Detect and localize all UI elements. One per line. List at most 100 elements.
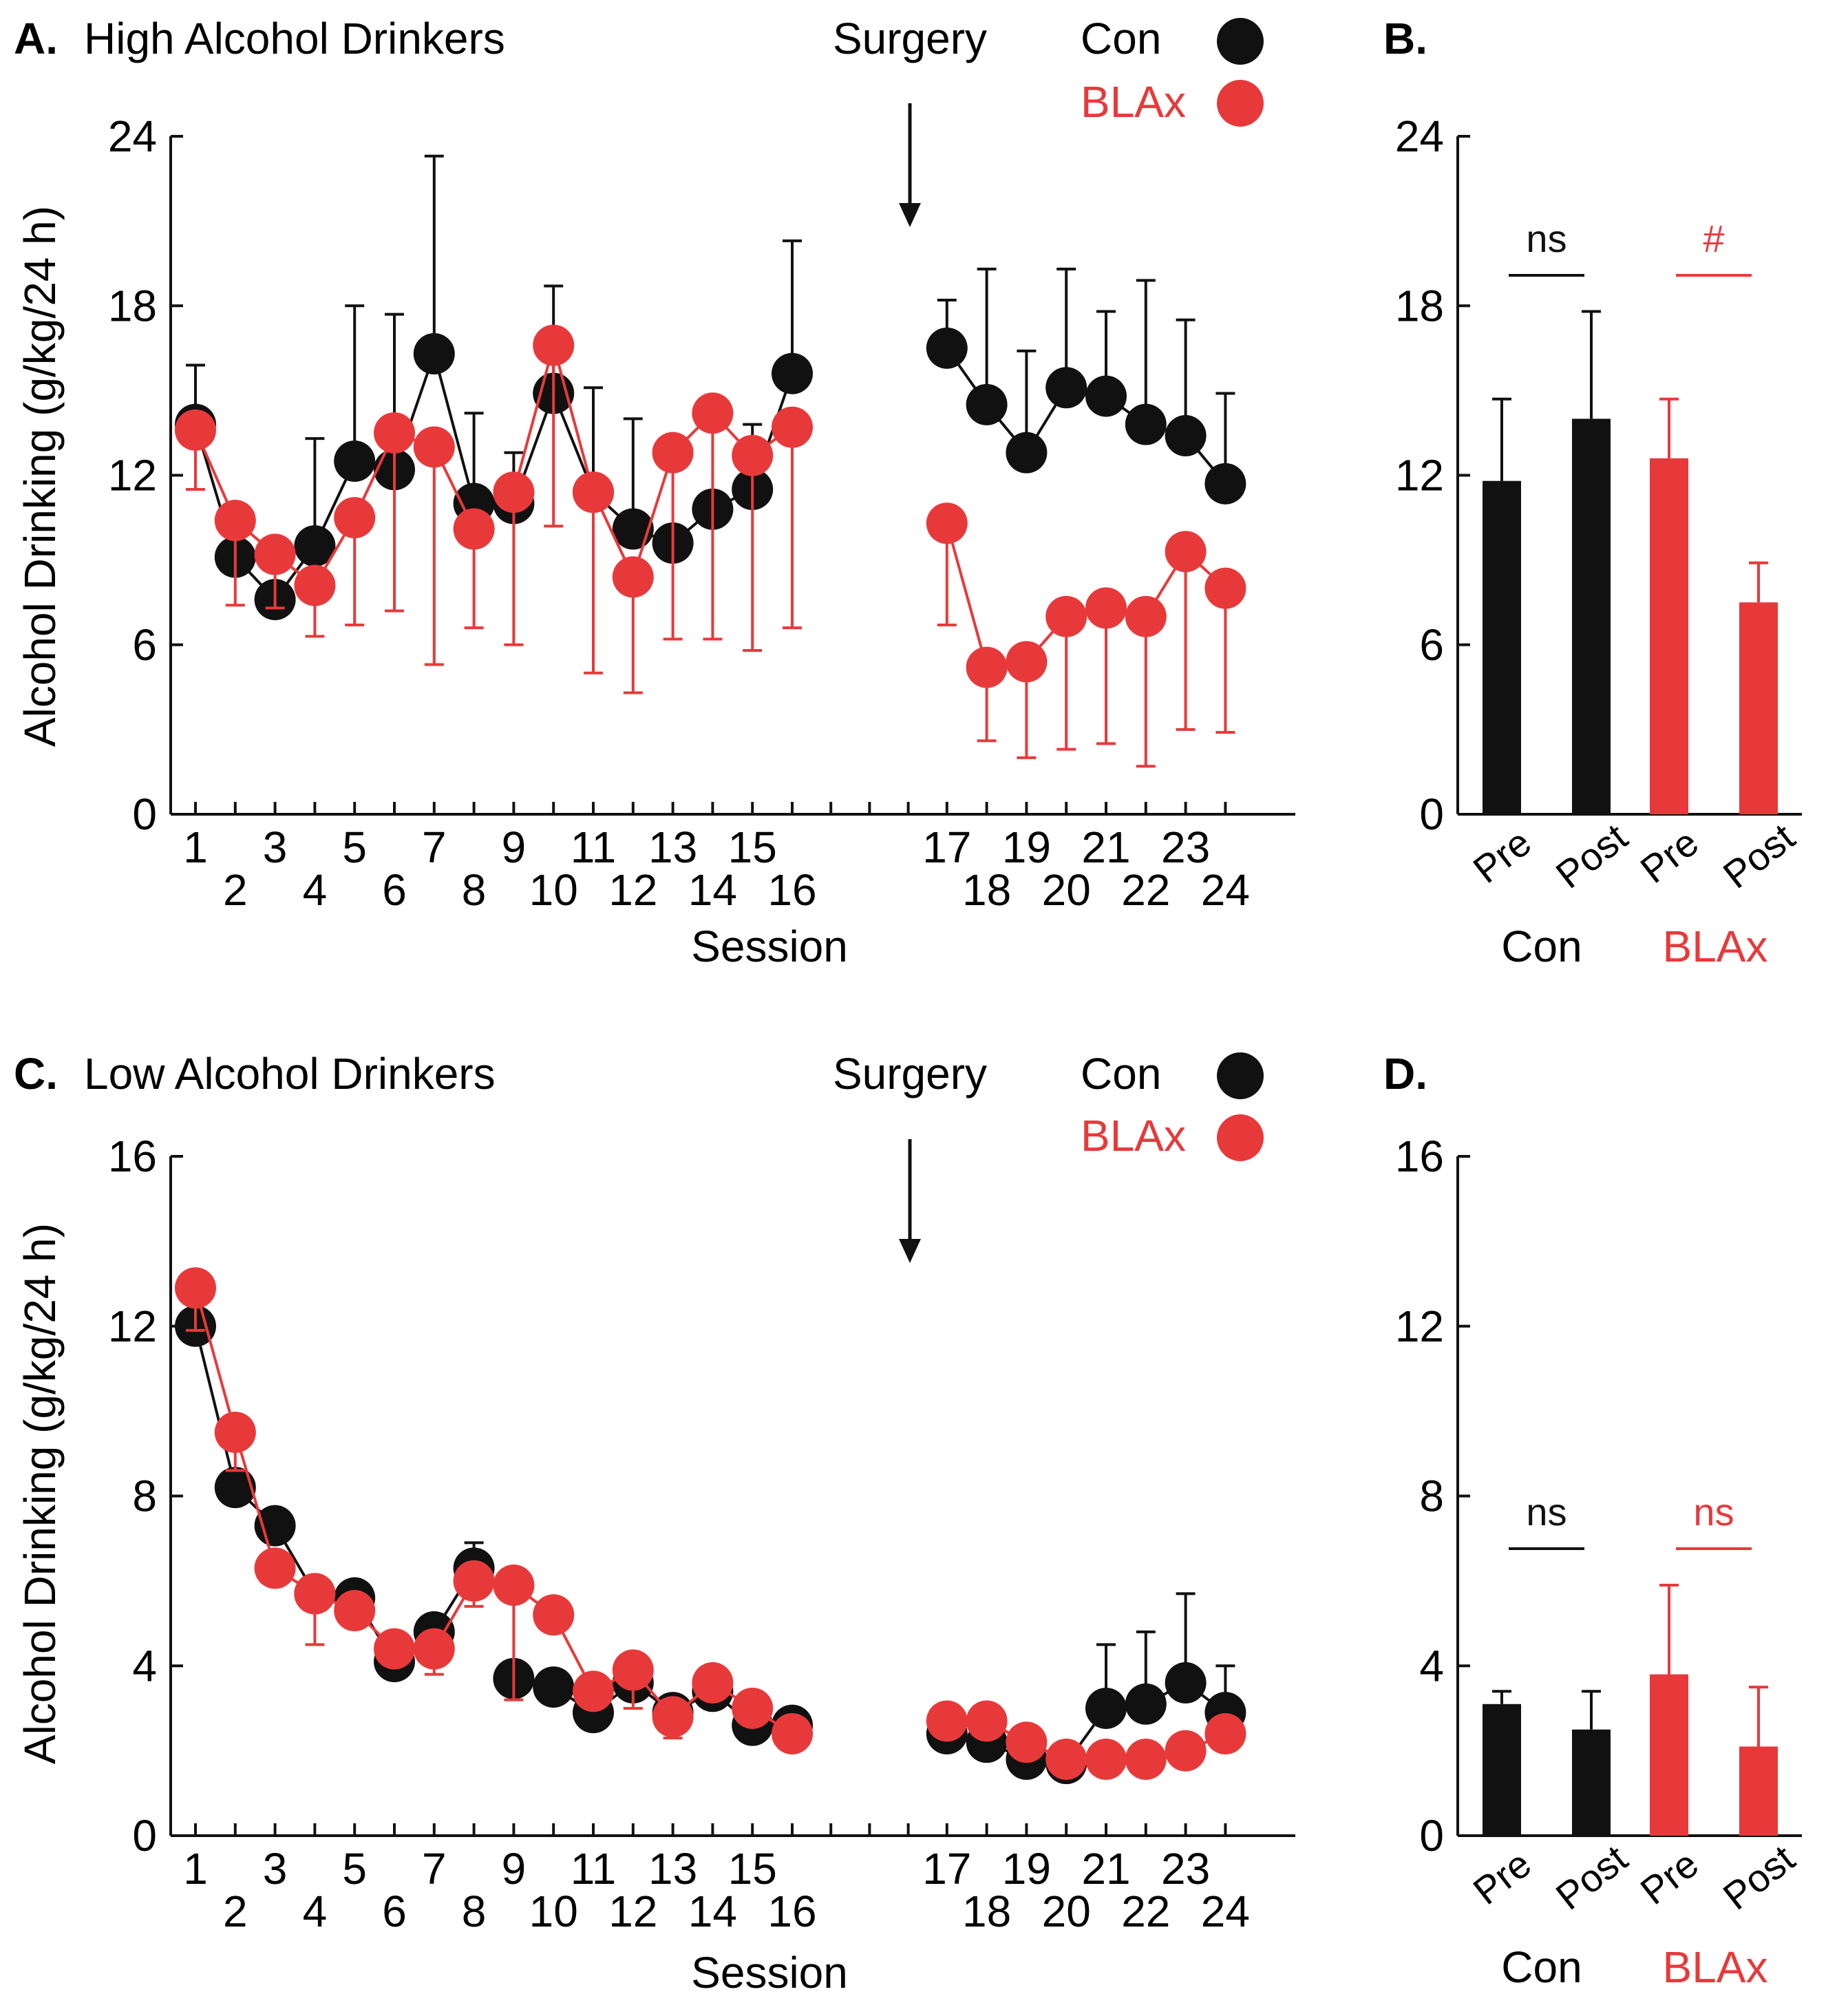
a-point-blax	[1006, 641, 1048, 683]
c-xtick-label-even: 8	[462, 1887, 487, 1936]
panel-c: C. Low Alcohol Drinkers Surgery Con BLAx…	[14, 1049, 1295, 1997]
a-point-blax	[1045, 595, 1087, 637]
panel-c-surgery-label: Surgery	[833, 1049, 987, 1099]
b-bar-pre	[1483, 480, 1521, 814]
c-ytick-label: 12	[108, 1302, 157, 1351]
c-point-blax	[334, 1590, 376, 1632]
a-xtick-label-even: 22	[1121, 865, 1170, 915]
a-point-blax	[772, 406, 813, 448]
d-ytick-label: 8	[1419, 1472, 1444, 1521]
a-point-blax	[1204, 567, 1246, 609]
b-category-label: Post	[1715, 815, 1803, 897]
c-ytick-label: 8	[132, 1472, 157, 1521]
a-point-con	[1085, 375, 1127, 417]
a-point-blax	[1125, 595, 1167, 637]
a-point-blax	[966, 646, 1008, 688]
a-point-con	[413, 333, 455, 375]
c-point-con	[1125, 1683, 1167, 1725]
b-bar-pre	[1650, 458, 1688, 814]
c-point-con	[1085, 1687, 1127, 1729]
d-bar-pre	[1483, 1704, 1521, 1836]
a-xtick-label-even: 8	[462, 865, 487, 915]
c-xtick-label-odd: 15	[728, 1844, 777, 1893]
c-point-blax	[1125, 1738, 1167, 1780]
panel-a: A. High Alcohol Drinkers Surgery Con BLA…	[14, 14, 1295, 971]
c-xtick-label-odd: 11	[571, 1844, 616, 1893]
panel-a-letter: A.	[14, 14, 58, 63]
c-xtick-label-even: 18	[962, 1887, 1011, 1936]
a-xtick-label-even: 18	[962, 865, 1011, 915]
a-ytick-label: 18	[108, 281, 157, 330]
b-category-label: Pre	[1633, 820, 1706, 891]
a-series-blax	[175, 324, 1246, 768]
panel-b-group-blax: BLAx	[1663, 922, 1768, 971]
a-point-blax	[294, 564, 336, 606]
c-point-con	[254, 1505, 296, 1547]
a-xtick-label-odd: 7	[422, 823, 447, 872]
a-point-con	[772, 352, 813, 394]
c-xtick-label-odd: 23	[1161, 1844, 1210, 1893]
a-xtick-label-even: 24	[1201, 865, 1250, 915]
a-xtick-label-even: 6	[382, 865, 407, 915]
d-ytick-label: 0	[1419, 1811, 1444, 1860]
a-xtick-label-odd: 1	[183, 823, 208, 872]
a-xtick-label-odd: 13	[648, 823, 697, 872]
a-point-con	[1006, 432, 1048, 474]
c-point-con	[533, 1666, 575, 1708]
d-bar-pre	[1650, 1674, 1688, 1836]
legend-a-blax-marker	[1217, 80, 1264, 127]
panel-d-group-blax: BLAx	[1663, 1942, 1768, 1992]
c-xtick-label-even: 10	[529, 1887, 578, 1936]
c-point-blax	[966, 1700, 1008, 1742]
a-xtick-label-odd: 19	[1002, 823, 1051, 872]
c-xtick-label-even: 4	[303, 1887, 328, 1936]
a-point-blax	[175, 409, 216, 451]
c-xtick-label-even: 22	[1121, 1887, 1170, 1936]
a-point-blax	[1085, 587, 1127, 629]
c-point-blax	[493, 1564, 535, 1606]
c-xtick-label-odd: 3	[263, 1844, 288, 1893]
c-ytick-label: 16	[108, 1132, 157, 1181]
c-point-blax	[732, 1687, 774, 1729]
d-category-label: Post	[1715, 1836, 1803, 1918]
a-point-con	[926, 327, 968, 369]
legend-a-con-label: Con	[1081, 14, 1161, 63]
d-bar-post	[1572, 1729, 1611, 1836]
b-category-label: Pre	[1465, 820, 1539, 891]
c-series-blax	[175, 1267, 1246, 1780]
panel-d-group-con: Con	[1501, 1942, 1582, 1992]
c-point-blax	[1045, 1738, 1087, 1780]
a-point-blax	[612, 556, 654, 598]
c-xtick-label-odd: 5	[342, 1844, 367, 1893]
a-point-con	[1204, 463, 1246, 505]
c-point-blax	[294, 1573, 336, 1615]
b-category-label: Post	[1548, 815, 1635, 897]
a-xtick-label-odd: 9	[502, 823, 527, 872]
a-point-con	[966, 383, 1008, 425]
a-point-blax	[533, 324, 575, 366]
a-point-blax	[413, 426, 455, 468]
panel-c-surgery-arrow	[899, 1139, 921, 1263]
c-point-blax	[1204, 1712, 1246, 1754]
c-point-blax	[254, 1547, 296, 1589]
c-xtick-label-even: 2	[223, 1887, 248, 1936]
a-xtick-label-odd: 15	[728, 823, 777, 872]
a-ytick-label: 24	[108, 112, 157, 161]
c-point-blax	[374, 1628, 415, 1670]
a-ytick-label: 0	[132, 789, 157, 839]
b-ytick-label: 6	[1419, 620, 1444, 670]
b-bar-post	[1572, 418, 1611, 814]
a-point-con	[1125, 403, 1167, 445]
c-point-blax	[612, 1649, 654, 1691]
c-point-blax	[692, 1662, 734, 1704]
c-point-blax	[413, 1628, 455, 1670]
a-xtick-label-even: 20	[1042, 865, 1091, 915]
panel-a-xlabel: Session	[691, 922, 848, 971]
a-xtick-label-even: 10	[529, 865, 578, 915]
a-xtick-label-even: 4	[303, 865, 328, 915]
c-ytick-label: 4	[132, 1641, 157, 1690]
a-point-con	[1045, 367, 1087, 409]
b-ytick-label: 12	[1395, 451, 1444, 500]
